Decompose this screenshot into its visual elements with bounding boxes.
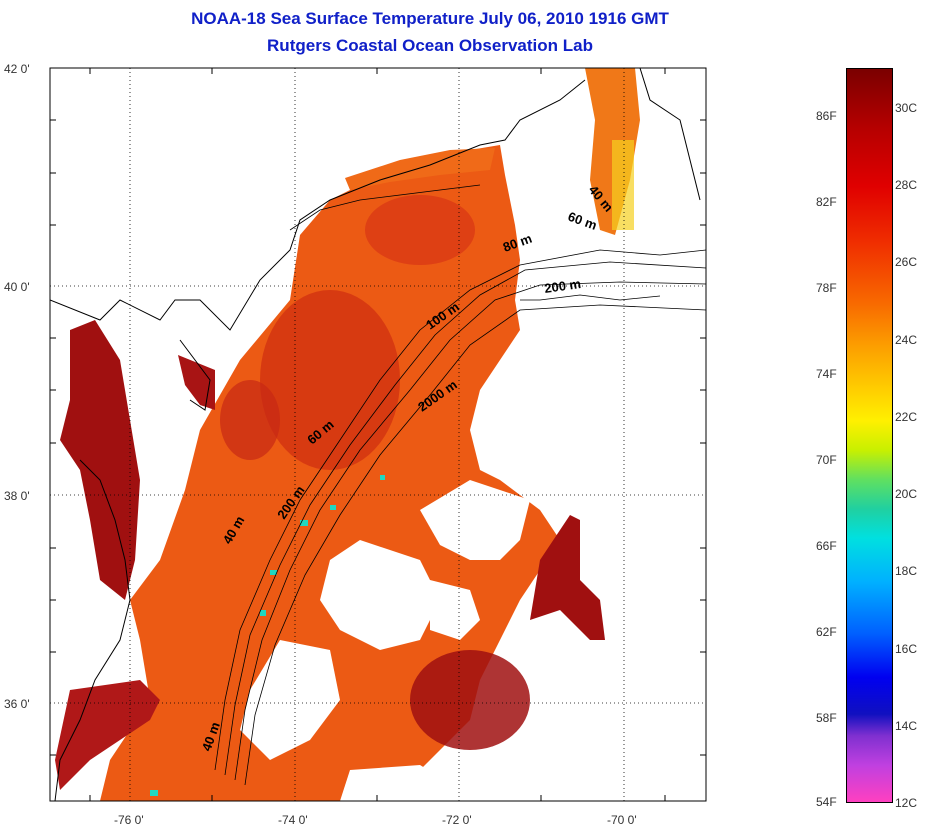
lat-label: 36 0'	[4, 697, 30, 711]
colorbar-f-label: 78F	[816, 281, 837, 295]
colorbar-c-label: 14C	[895, 719, 918, 733]
sst-hot-patch	[260, 290, 400, 470]
isobath-lines	[214, 184, 706, 786]
map-subtitle: Rutgers Coastal Ocean Observation Lab	[267, 36, 593, 55]
lon-label: -74 0'	[278, 813, 308, 827]
lon-label: -70 0'	[607, 813, 637, 827]
cloud-gap	[320, 540, 440, 650]
colorbar-f-label: 70F	[816, 453, 837, 467]
cool-specks	[150, 475, 385, 796]
colorbar-f-label: 66F	[816, 539, 837, 553]
colorbar-f-label: 58F	[816, 711, 837, 725]
cloud-gap	[430, 580, 480, 640]
colorbar-f-label: 86F	[816, 109, 837, 123]
cloud-gap	[340, 765, 470, 801]
isobath-label: 60 m	[566, 209, 599, 233]
colorbar-c-label: 20C	[895, 487, 918, 501]
sst-hot-patch	[365, 195, 475, 265]
colorbar-c-label: 16C	[895, 642, 918, 656]
colorbar-f-label: 54F	[816, 795, 837, 809]
graticule	[50, 68, 706, 801]
colorbar-f-label: 82F	[816, 195, 837, 209]
lat-label: 40 0'	[4, 280, 30, 294]
sst-hot-patch	[410, 650, 530, 750]
colorbar-c-label: 24C	[895, 333, 918, 347]
sst-chesapeake	[60, 320, 140, 600]
colorbar-f-label: 74F	[816, 367, 837, 381]
lon-label: -76 0'	[114, 813, 144, 827]
coastline	[50, 68, 701, 801]
map-frame	[49, 67, 707, 802]
colorbar-c-label: 22C	[895, 410, 918, 424]
sst-cool-band	[612, 140, 634, 230]
sst-delaware-bay	[178, 355, 215, 410]
map-title: NOAA-18 Sea Surface Temperature July 06,…	[191, 9, 669, 28]
temperature-colorbar	[846, 68, 893, 803]
sst-swath	[100, 145, 560, 801]
lon-label: -72 0'	[442, 813, 472, 827]
colorbar-f-label: 62F	[816, 625, 837, 639]
colorbar-c-label: 18C	[895, 564, 918, 578]
lat-label: 42 0'	[4, 62, 30, 76]
cloud-gap	[420, 480, 530, 560]
colorbar-c-label: 28C	[895, 178, 918, 192]
colorbar-c-label: 26C	[895, 255, 918, 269]
lat-label: 38 0'	[4, 489, 30, 503]
cloud-gap	[240, 640, 340, 760]
axis-ticks	[50, 68, 706, 801]
sst-hot-patch	[220, 380, 280, 460]
colorbar-c-label: 30C	[895, 101, 918, 115]
sst-albemarle	[55, 680, 160, 790]
colorbar-c-label: 12C	[895, 796, 918, 810]
sst-offshore-hot	[530, 515, 605, 640]
sst-data-layer	[55, 68, 640, 801]
